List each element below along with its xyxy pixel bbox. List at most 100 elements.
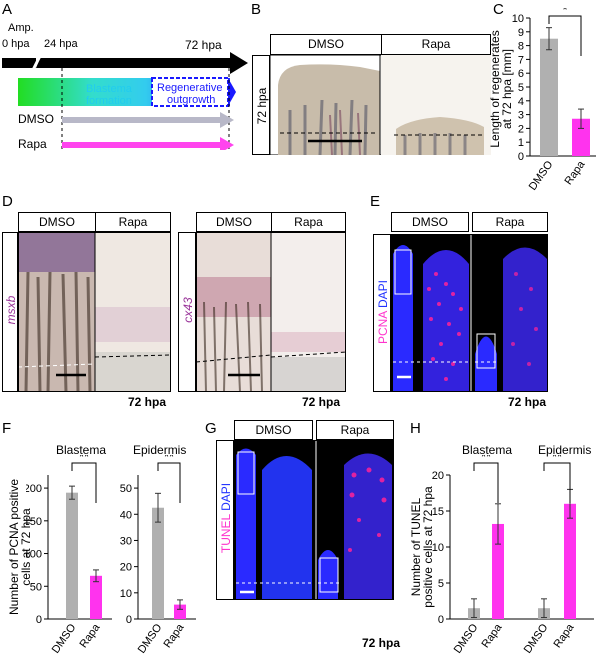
- panelH-epidermis-bar-rapa: [564, 503, 576, 619]
- panel-label-a: A: [2, 1, 13, 18]
- panelD-gene-label-1: msxb: [2, 232, 18, 392]
- panelE-dmso-header: DMSO: [391, 212, 469, 232]
- panelB-rapa-header: Rapa: [381, 34, 491, 55]
- panelD-cx43-images: [196, 232, 346, 392]
- panelB-time-label: 72 hpa: [252, 55, 270, 155]
- panelH-title-epidermis: Epidermis: [538, 443, 592, 457]
- panelE-stain-label: PCNA DAPI: [373, 234, 391, 392]
- panel-label-h: H: [410, 420, 421, 437]
- panelH-epidermis-xtick-label: DMSO: [522, 621, 551, 655]
- tunel-dmso-zoom: [262, 456, 312, 600]
- panelD-time-label-2: 72 hpa: [302, 395, 341, 409]
- panelC-ytick-label: 7: [518, 54, 524, 66]
- panelC-ytick-label: 9: [518, 27, 524, 39]
- panelF-epidermis-bar-dmso: [152, 507, 164, 619]
- panel-label-d: D: [2, 193, 13, 210]
- panelF-epidermis-ytick-label: 10: [120, 588, 132, 600]
- panelE-time-label: 72 hpa: [508, 395, 547, 409]
- timepoint-0: 0 hpa: [2, 38, 30, 50]
- panelH-blastema-bar-rapa: [492, 523, 504, 619]
- timepoint-24: 24 hpa: [44, 38, 78, 50]
- panelF-blastema-sig-label: **: [79, 455, 89, 464]
- panelD-msxb-images: [18, 232, 171, 392]
- panelH-blastema-ytick-label: 0: [438, 614, 444, 626]
- panelC-xtick-label: Rapa: [563, 158, 588, 187]
- panelE-rapa-header: Rapa: [472, 212, 548, 232]
- panelF-epidermis-bar-rapa: [174, 604, 186, 619]
- panel-label-c: C: [493, 1, 504, 18]
- panelH-blastema-xtick-label: DMSO: [452, 621, 481, 655]
- panelD-dmso-header-2: DMSO: [196, 212, 272, 232]
- panelF-epidermis-ytick-label: 20: [120, 562, 132, 574]
- pcna-dmso-overview: [393, 245, 413, 392]
- panelF-blastema-ytick-label: 50: [30, 581, 42, 593]
- panelH-epidermis-xtick-label: Rapa: [552, 621, 577, 650]
- panelC-ytick-label: 2: [518, 123, 524, 135]
- pcna-rapa-zoom: [503, 247, 547, 392]
- panelF-title-blastema: Blastema: [56, 443, 107, 457]
- panelF-blastema-sig-bracket: [71, 462, 97, 503]
- panelF-blastema-ytick-label: 100: [26, 549, 42, 561]
- panelH-blastema-sig-label: **: [481, 455, 491, 464]
- regenerative-outgrowth-label: Regenerative outgrowth: [157, 82, 223, 106]
- panelH-blastema-ytick-label: 5: [438, 578, 444, 590]
- tunel-rapa-overview: [318, 550, 338, 600]
- panelH-blastema-xtick-label: Rapa: [480, 621, 505, 650]
- rapa-treatment-arrow: [62, 142, 222, 148]
- panelH-epidermis-sig-bracket: [543, 462, 571, 503]
- dmso-row-label: DMSO: [18, 112, 54, 126]
- panelC-ytick-label: 0: [518, 151, 524, 163]
- panel-label-e: E: [370, 193, 381, 210]
- panelC-bar-rapa: [572, 118, 590, 156]
- panelF-epidermis-xtick-label: Rapa: [162, 621, 187, 650]
- panelC-ytick-label: 5: [518, 82, 524, 94]
- panelG-dmso-header: DMSO: [234, 420, 313, 440]
- panelD-dmso-header-1: DMSO: [18, 212, 96, 232]
- rapa-row-label: Rapa: [18, 137, 47, 151]
- panelB-dmso-header: DMSO: [270, 34, 382, 55]
- pcna-dmso-zoom: [423, 250, 469, 392]
- panel-label-b: B: [251, 1, 262, 18]
- panelF-blastema-xtick-label: Rapa: [78, 621, 103, 650]
- panelF-epidermis-sig-label: **: [164, 455, 174, 464]
- panelG-tunel-images: [234, 440, 394, 600]
- timeline-arrow: [36, 52, 248, 74]
- panelC-ylabel: Length of regenerates at 72 hpa [mm]: [488, 30, 514, 148]
- panelC-sig-bracket: [548, 15, 582, 56]
- panelC-ytick-label: 8: [518, 41, 524, 53]
- tunel-rapa-zoom: [344, 453, 392, 600]
- panelF-ylabel: Number of PCNA positive cells at 72 hpa: [7, 478, 33, 616]
- panelD-rapa-header-1: Rapa: [95, 212, 171, 232]
- pcna-rapa-overview: [475, 336, 497, 392]
- panelC-ytick-label: 10: [512, 13, 524, 25]
- panelF-blastema-bar-dmso: [66, 492, 78, 619]
- panelH-blastema-ytick-label: 20: [432, 470, 444, 482]
- panel-label-f: F: [2, 420, 12, 437]
- panelC-xtick-label: DMSO: [527, 158, 556, 192]
- panelF-blastema-bar-rapa: [90, 575, 102, 619]
- panelC-ytick-label: 4: [518, 96, 524, 108]
- timepoint-72: 72 hpa: [185, 38, 222, 52]
- amputation-label: Amp.: [8, 22, 34, 34]
- panelG-stain-label: TUNEL DAPI: [216, 440, 234, 600]
- panelC-ytick-label: 1: [518, 137, 524, 149]
- panelF-blastema-ytick-label: 0: [36, 614, 42, 626]
- panelH-blastema-sig-bracket: [473, 462, 499, 503]
- tunel-dmso-overview: [236, 448, 256, 600]
- panelC-sig-label: *: [562, 8, 567, 17]
- panelH-title-blastema: Blastema: [462, 443, 513, 457]
- panelG-rapa-header: Rapa: [316, 420, 394, 440]
- panelB-fin-images: [270, 55, 491, 155]
- panelD-rapa-header-2: Rapa: [271, 212, 346, 232]
- panelC-bar-dmso: [540, 38, 558, 157]
- dmso-treatment-arrow: [62, 117, 222, 123]
- blastema-formation-label: Blastema formation: [86, 83, 132, 107]
- panelF-blastema-ytick-label: 200: [26, 483, 42, 495]
- panelF-epidermis-ytick-label: 30: [120, 535, 132, 547]
- panelH-epidermis-sig-label: **: [552, 455, 562, 464]
- timeline-diagram: [2, 52, 248, 150]
- panelD-gene-label-2: cx43: [178, 232, 196, 392]
